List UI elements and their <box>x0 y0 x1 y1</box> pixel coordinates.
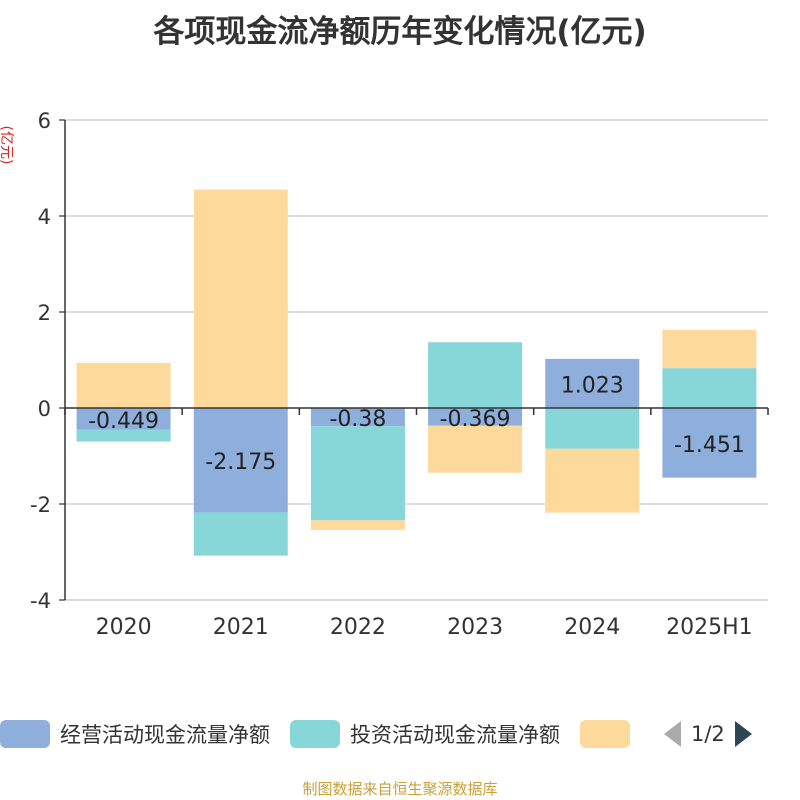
bar-2023-s0[interactable] <box>428 408 523 426</box>
bar-2021-s2[interactable] <box>193 189 288 408</box>
bar-2022-s1[interactable] <box>310 426 405 521</box>
bar-2025H1-s2[interactable] <box>662 329 757 369</box>
bar-2024-s1[interactable] <box>545 408 640 449</box>
data-labels: -0.449 -2.175 -0.38 -0.369 1.023 -1.451 <box>88 373 745 475</box>
x-tick-label: 2021 <box>213 615 269 640</box>
legend: 经营活动现金流量净额 投资活动现金流量净额 1/2 <box>0 718 752 750</box>
bar-2022-s2[interactable] <box>310 520 405 530</box>
bar-2023-s2[interactable] <box>428 425 523 473</box>
legend-swatch-operating <box>0 720 50 748</box>
data-label-2023: -0.369 <box>440 407 511 432</box>
bar-2021-s0[interactable] <box>193 408 288 513</box>
x-tick-label: 2023 <box>447 615 503 640</box>
legend-next-icon[interactable] <box>734 721 752 747</box>
data-label-2020: -0.449 <box>88 409 159 434</box>
data-label-2021: -2.175 <box>205 450 276 475</box>
bar-2024-s0[interactable] <box>545 358 640 408</box>
legend-prev-icon[interactable] <box>664 721 681 747</box>
legend-item-investing[interactable]: 投资活动现金流量净额 <box>290 719 560 749</box>
x-tick-label: 2024 <box>564 615 620 640</box>
y-tick-label: -4 <box>30 589 51 613</box>
bar-2020-s1[interactable] <box>76 429 171 442</box>
bar-2024-s2[interactable] <box>545 448 640 513</box>
grid-lines <box>65 119 768 601</box>
legend-item-operating[interactable]: 经营活动现金流量净额 <box>0 719 270 749</box>
data-label-2024: 1.023 <box>561 373 624 398</box>
legend-page-indicator: 1/2 <box>691 722 725 746</box>
data-label-2022: -0.38 <box>329 407 386 432</box>
legend-label-operating: 经营活动现金流量净额 <box>60 723 270 747</box>
chart-title: 各项现金流净额历年变化情况(亿元) <box>153 14 647 50</box>
bar-2025H1-s0[interactable] <box>662 408 757 478</box>
y-axis-label: (亿元) <box>0 126 14 165</box>
bar-2020-s0[interactable] <box>76 408 171 430</box>
x-tick-label: 2022 <box>330 615 386 640</box>
y-tick-label: 0 <box>38 397 51 421</box>
legend-swatch-third <box>580 720 630 748</box>
y-tick-label: 6 <box>38 109 51 133</box>
bar-series <box>76 189 757 556</box>
legend-item-third[interactable] <box>580 720 640 748</box>
legend-swatch-investing <box>290 720 340 748</box>
y-tick-label: 2 <box>38 301 51 325</box>
bar-2021-s1[interactable] <box>193 512 288 556</box>
bar-2022-s0[interactable] <box>310 408 405 427</box>
y-tick-label: 4 <box>38 205 51 229</box>
source-note: 制图数据来自恒生聚源数据库 <box>302 780 498 798</box>
bar-2025H1-s1[interactable] <box>662 368 757 408</box>
legend-label-investing: 投资活动现金流量净额 <box>350 723 560 747</box>
bar-2023-s1[interactable] <box>428 342 523 408</box>
x-tick-label: 2025H1 <box>666 615 753 640</box>
data-label-2025H1: -1.451 <box>674 433 745 458</box>
x-tick-label: 2020 <box>96 615 152 640</box>
axes: -4 -2 0 2 4 6 2020 2021 2022 2023 2024 2025H1 <box>30 109 769 640</box>
y-tick-label: -2 <box>30 493 51 517</box>
legend-pager: 1/2 <box>664 721 752 747</box>
bar-2020-s2[interactable] <box>76 362 171 408</box>
